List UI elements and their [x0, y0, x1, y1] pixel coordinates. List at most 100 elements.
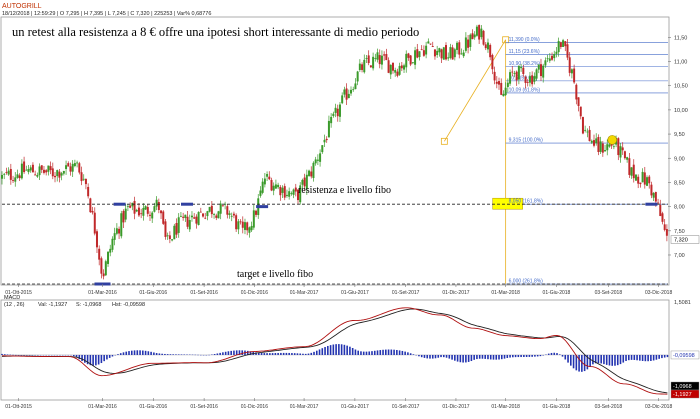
macd-histogram-bar [330, 345, 332, 355]
candle-body [134, 201, 136, 214]
macd-histogram-bar [341, 344, 343, 355]
candle-body [153, 206, 155, 212]
macd-histogram-bar [542, 355, 544, 356]
macd-histogram-bar [609, 355, 611, 366]
candle-body [456, 43, 458, 50]
candle-body [352, 89, 354, 90]
candle-body [67, 163, 69, 166]
price-tick-label: 8,50 [674, 180, 685, 186]
candle-body [617, 138, 619, 155]
candle-body [253, 210, 255, 227]
candle-body [571, 69, 573, 73]
candle-body [233, 214, 235, 216]
candle-body [251, 226, 253, 230]
macd-histogram-bar [299, 354, 301, 355]
candle-body [36, 175, 38, 177]
macd-histogram-bar [236, 350, 238, 355]
candle-body [120, 213, 122, 236]
macd-histogram-bar [451, 355, 453, 360]
macd-histogram-bar [139, 350, 141, 355]
macd-histogram-bar [512, 355, 514, 357]
candle-body [421, 49, 423, 50]
candle-body [105, 261, 107, 275]
price-tick-label: 7,00 [674, 253, 685, 259]
fibo-level-label: 10,09 (61.8%) [509, 87, 541, 93]
price-tick-label: 10,00 [674, 108, 688, 114]
candle-body [578, 97, 580, 106]
candle-body [383, 54, 385, 55]
macd-histogram-bar [283, 353, 285, 355]
macd-histogram-bar [327, 346, 329, 355]
candle-body [628, 158, 630, 175]
macd-histogram-bar [125, 352, 127, 355]
macd-histogram-bar [92, 355, 94, 366]
candle-body [608, 144, 610, 146]
candle-body [401, 65, 403, 68]
candle-body [231, 216, 233, 217]
candle-body [467, 40, 469, 48]
candle-body [21, 164, 23, 179]
candle-body [405, 54, 407, 67]
time-tick-label: 03-Set-2018 [595, 404, 623, 410]
candle-body [248, 227, 250, 232]
price-tick-label: 8,00 [674, 205, 685, 211]
time-tick-label: 01-Mar-2016 [88, 290, 117, 296]
candle-body [12, 180, 14, 181]
candle-body [103, 274, 105, 277]
candle-body [536, 69, 538, 78]
macd-histogram-bar [482, 355, 484, 359]
candle-body [266, 174, 268, 177]
macd-histogram-bar [123, 352, 125, 355]
candle-body [89, 198, 91, 212]
macd-histogram-bar [225, 352, 227, 355]
candle-body [213, 214, 215, 215]
macd-histogram-bar [164, 354, 166, 355]
candle-body [341, 95, 343, 103]
macd-histogram-bar [484, 355, 486, 359]
time-tick-label: 01-Mar-2017 [290, 404, 319, 410]
macd-histogram-bar [653, 355, 655, 361]
macd-histogram-bar [664, 355, 666, 358]
macd-histogram-bar [495, 355, 497, 360]
candle-body [156, 200, 158, 207]
candle-body [43, 170, 45, 173]
macd-histogram-bar [650, 355, 652, 361]
macd-histogram-bar [222, 352, 224, 355]
macd-histogram-bar [277, 353, 279, 355]
macd-histogram-bar [435, 355, 437, 358]
macd-histogram-bar [440, 355, 442, 357]
candle-body [494, 72, 496, 81]
candle-body [312, 163, 314, 178]
candle-body [184, 215, 186, 218]
candle-body [412, 62, 414, 63]
candle-body [370, 65, 372, 67]
macd-histogram-bar [647, 355, 649, 361]
macd-histogram-bar [473, 355, 475, 360]
macd-histogram-bar [131, 351, 133, 355]
macd-histogram-bar [374, 351, 376, 355]
candle-body [149, 215, 151, 216]
macd-histogram-bar [161, 354, 163, 355]
macd-histogram-bar [465, 355, 467, 362]
candle-body [195, 217, 197, 224]
candle-body [191, 216, 193, 218]
candle-body [430, 44, 432, 45]
macd-histogram-bar [355, 349, 357, 354]
candle-body [354, 83, 356, 89]
candle-body [445, 45, 447, 59]
macd-histogram-bar [584, 355, 586, 371]
fibo-level-label: 10,90 (38.2%) [509, 61, 541, 67]
macd-histogram-bar [656, 355, 658, 360]
candle-body [28, 169, 30, 172]
candle-body [229, 213, 231, 215]
time-tick-label: 01-Ott-2015 [5, 404, 32, 410]
candle-body [584, 130, 586, 131]
candle-body [160, 210, 162, 213]
candle-body [332, 114, 334, 116]
candle-body [547, 58, 549, 59]
candle-body [418, 51, 420, 57]
candle-body [98, 249, 100, 260]
candle-body [500, 83, 502, 95]
macd-histogram-bar [617, 355, 619, 365]
